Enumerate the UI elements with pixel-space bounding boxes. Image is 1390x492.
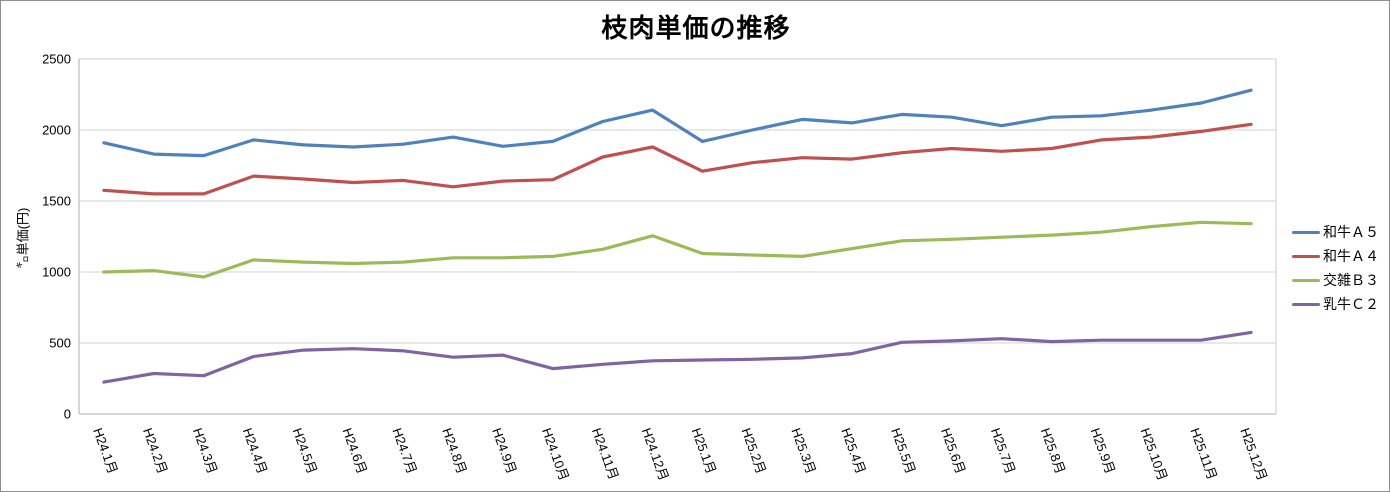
x-tick-label: H25.5月: [888, 426, 918, 476]
y-tick-label: 1000: [42, 265, 71, 280]
x-tick-label: H24.2月: [140, 426, 170, 476]
legend-line-swatch: [1292, 254, 1320, 258]
x-tick-label: H25.12月: [1237, 426, 1270, 483]
x-tick-label: H25.8月: [1038, 426, 1068, 476]
x-tick-label: H24.3月: [190, 426, 220, 476]
x-tick-label: H24.1月: [90, 426, 120, 476]
legend-line-swatch: [1292, 302, 1320, 306]
legend-line-swatch: [1292, 278, 1320, 282]
legend-item: 乳牛Ｃ２: [1292, 292, 1379, 316]
series-line: [102, 330, 1253, 384]
chart-title: 枝肉単価の推移: [601, 13, 791, 43]
legend-label: 交雑Ｂ３: [1323, 272, 1379, 288]
y-tick-label: 1500: [42, 194, 71, 209]
legend-line-swatch: [1292, 230, 1320, 234]
x-tick-label: H25.9月: [1088, 426, 1118, 476]
x-tick-label: H24.5月: [290, 426, 320, 476]
legend-label: 和牛Ａ４: [1323, 248, 1379, 264]
x-tick-label: H24.9月: [489, 426, 519, 476]
x-tick-label: H24.7月: [389, 426, 419, 476]
x-tick-label: H25.1月: [689, 426, 719, 476]
legend-item: 和牛Ａ５: [1292, 220, 1379, 244]
x-tick-label: H24.11月: [589, 426, 622, 482]
x-tick-label: H25.11月: [1187, 426, 1220, 482]
series-line: [102, 88, 1253, 158]
x-tick-label: H25.7月: [988, 426, 1018, 476]
x-tick-label: H25.4月: [838, 426, 868, 476]
legend-label: 和牛Ａ５: [1323, 224, 1379, 240]
y-tick-label: 500: [49, 336, 71, 351]
x-tick-label: H25.3月: [788, 426, 818, 476]
y-tick-label: 2000: [42, 123, 71, 138]
x-tick-label: H24.6月: [339, 426, 369, 476]
x-tick-label: H24.10月: [539, 426, 572, 483]
x-tick-label: H24.4月: [240, 426, 270, 476]
legend-item: 和牛Ａ４: [1292, 244, 1379, 268]
y-tick-label: 0: [64, 407, 71, 422]
legend-label: 乳牛Ｃ２: [1323, 296, 1379, 312]
x-tick-label: H25.10月: [1137, 426, 1170, 483]
x-tick-label: H24.8月: [439, 426, 469, 476]
series-line: [102, 220, 1253, 279]
x-tick-label: H25.2月: [738, 426, 768, 476]
y-tick-label: 2500: [42, 52, 71, 67]
legend-item: 交雑Ｂ３: [1292, 268, 1379, 292]
x-tick-label: H24.12月: [639, 426, 672, 483]
x-tick-label: H25.6月: [938, 426, 968, 476]
series-line: [102, 122, 1253, 196]
legend: 和牛Ａ５ 和牛Ａ４ 交雑Ｂ３ 乳牛Ｃ２: [1292, 220, 1379, 316]
